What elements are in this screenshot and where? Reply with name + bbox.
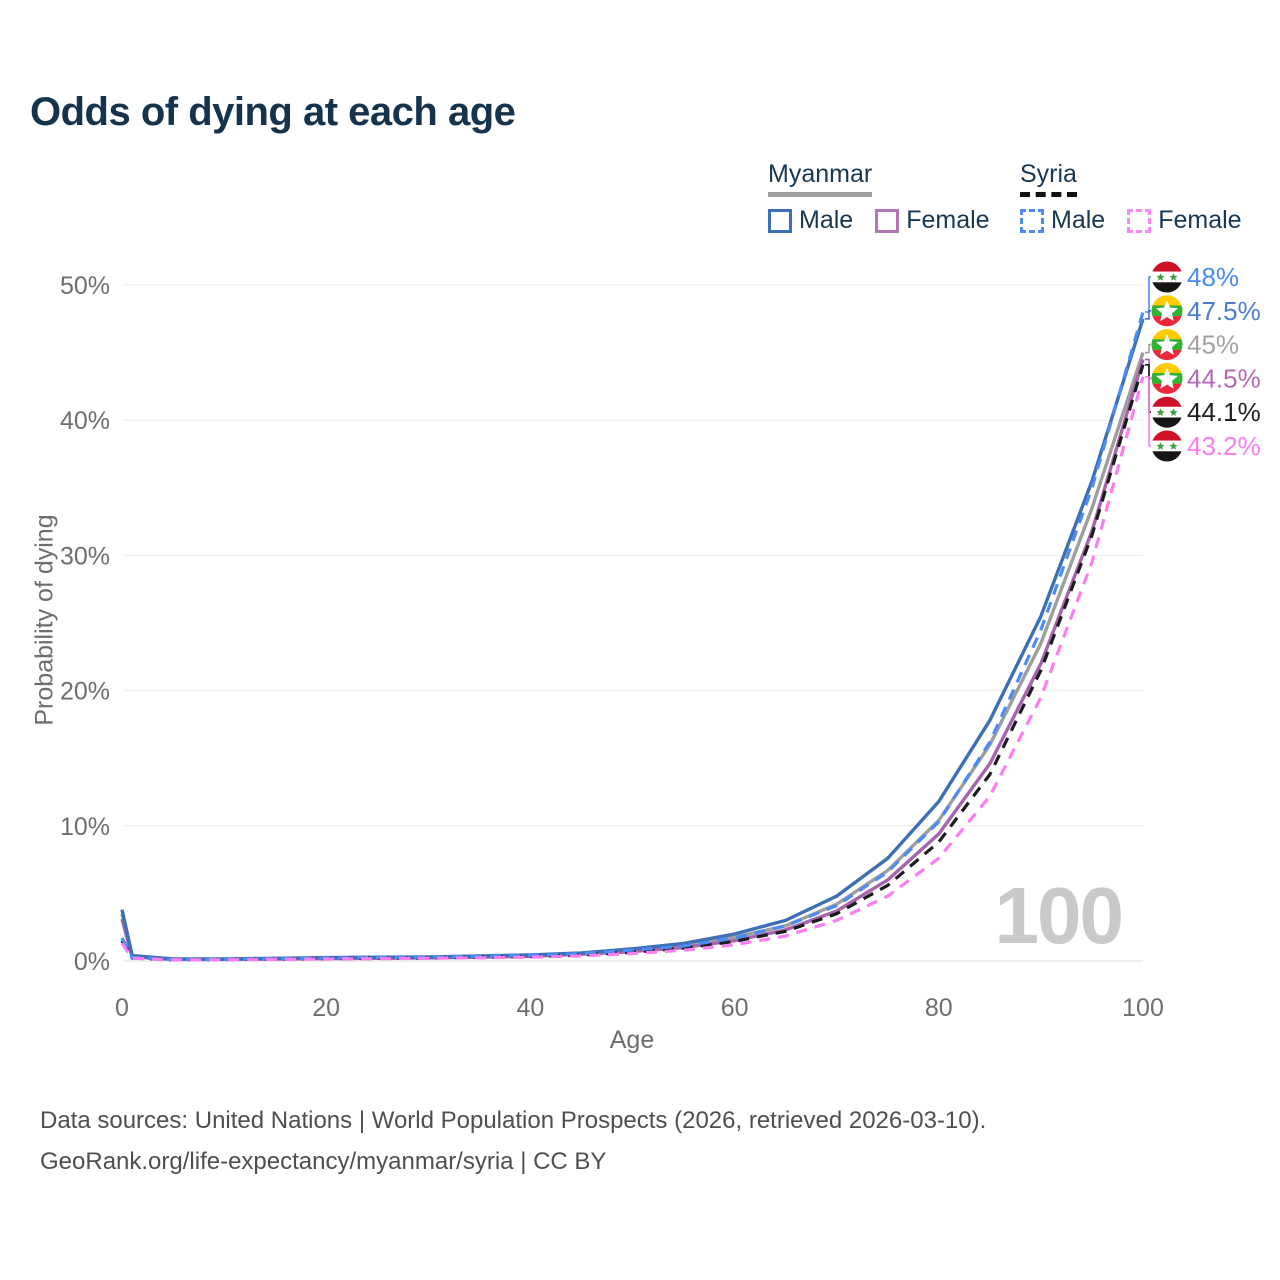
- age-counter-watermark: 100: [994, 871, 1124, 960]
- y-axis-label: Probability of dying: [30, 514, 59, 726]
- y-tick-label: 10%: [60, 813, 110, 841]
- legend-item-syria-male[interactable]: Male: [1020, 206, 1105, 235]
- leader-line: [1145, 276, 1151, 313]
- series-myanmar-female[interactable]: [120, 358, 1145, 962]
- x-tick-label: 60: [721, 994, 749, 1022]
- series-lines: [120, 311, 1145, 962]
- end-value-label-syria-both: 44.1%: [1187, 397, 1261, 427]
- syria-female-swatch-icon: [1127, 208, 1152, 233]
- x-tick-label: 100: [1122, 994, 1164, 1022]
- y-tick-label: 40%: [60, 407, 110, 435]
- legend-item-myanmar-female[interactable]: Female: [875, 206, 990, 235]
- y-tick-label: 30%: [60, 542, 110, 570]
- legend-item-label: Female: [906, 206, 990, 234]
- myanmar-flag-icon: [1151, 329, 1183, 361]
- leader-line: [1145, 310, 1151, 320]
- end-value-label-syria-female: 43.2%: [1187, 431, 1261, 461]
- syria-flag-icon: [1151, 396, 1183, 428]
- leader-line: [1145, 376, 1151, 447]
- y-tick-label: 20%: [60, 678, 110, 706]
- attribution-line: GeoRank.org/life-expectancy/myanmar/syri…: [40, 1148, 607, 1175]
- legend-item-syria-female[interactable]: Female: [1127, 206, 1242, 235]
- myanmar-male-swatch-icon: [768, 208, 792, 233]
- syria-flag-icon: [1151, 261, 1183, 293]
- x-axis-label: Age: [609, 1026, 655, 1054]
- leader-line: [1145, 364, 1151, 413]
- gridlines: [124, 284, 1143, 962]
- end-value-label-myanmar-female: 44.5%: [1187, 363, 1261, 393]
- data-sources-line: Data sources: United Nations | World Pop…: [40, 1107, 987, 1134]
- footer: Data sources: United Nations | World Pop…: [40, 1100, 986, 1182]
- myanmar-flag-icon: [1151, 295, 1183, 327]
- y-tick-label: 50%: [60, 272, 110, 300]
- legend-header-myanmar[interactable]: Myanmar: [768, 160, 873, 197]
- series-myanmar-male[interactable]: [120, 318, 1145, 961]
- myanmar-flag-icon: [1151, 362, 1183, 394]
- series-myanmar-both[interactable]: [120, 352, 1145, 961]
- series-syria-male[interactable]: [120, 311, 1145, 962]
- axis-ticks: 0% 10% 20% 30% 40% 50% 0 20 40 60 80 100: [60, 272, 1164, 1022]
- legend-header-syria[interactable]: Syria: [1020, 160, 1077, 197]
- legend-item-label: Male: [1051, 206, 1106, 234]
- leader-line: [1145, 343, 1151, 354]
- myanmar-female-swatch-icon: [875, 208, 900, 233]
- series-syria-both[interactable]: [120, 364, 1145, 962]
- end-value-label-myanmar-both: 45%: [1187, 330, 1239, 360]
- legend-item-label: Female: [1158, 206, 1242, 234]
- end-value-label-syria-male: 48%: [1187, 262, 1239, 292]
- x-tick-label: 80: [925, 994, 953, 1022]
- leader-line: [1145, 358, 1151, 380]
- page-title: Odds of dying at each age: [30, 90, 516, 134]
- syria-male-swatch-icon: [1020, 208, 1044, 233]
- legend-group-syria: Syria Male Female: [1020, 160, 1242, 235]
- legend-group-myanmar: Myanmar Male Female: [768, 160, 990, 235]
- x-tick-label: 20: [312, 994, 340, 1022]
- legend-item-myanmar-male[interactable]: Male: [768, 206, 853, 235]
- series-syria-female[interactable]: [120, 376, 1145, 962]
- legend-item-label: Male: [799, 206, 854, 234]
- end-labels: 48% 47.5% 45%44.5% 44.1% 43.2%: [1145, 261, 1261, 462]
- end-value-label-myanmar-male: 47.5%: [1187, 296, 1261, 326]
- x-tick-label: 0: [115, 994, 129, 1022]
- x-tick-label: 40: [516, 994, 544, 1022]
- y-tick-label: 0%: [74, 948, 110, 976]
- syria-flag-icon: [1151, 430, 1183, 462]
